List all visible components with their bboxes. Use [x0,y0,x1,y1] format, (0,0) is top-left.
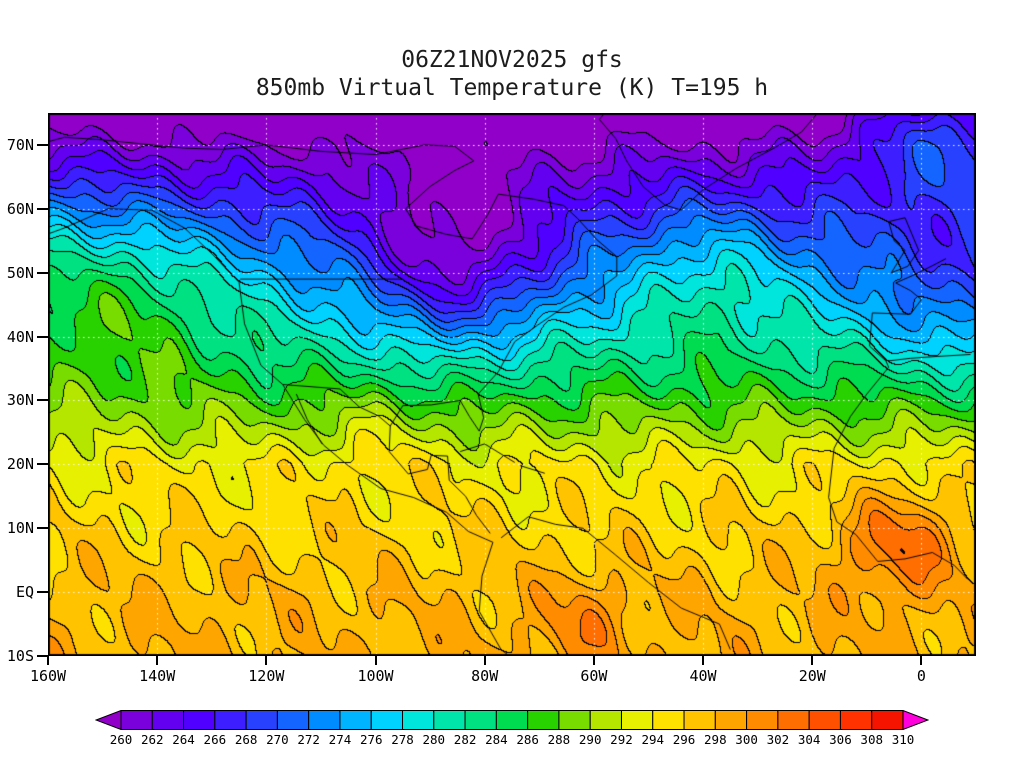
chart-title: 06Z21NOV2025 gfs 850mb Virtual Temperatu… [0,46,1024,102]
colorbar-tick-label: 310 [891,732,915,747]
y-tick-label: 20N [6,455,34,474]
colorbar-tick-label: 304 [797,732,821,747]
x-tick-mark [265,656,268,665]
colorbar-tick-label: 278 [391,732,414,747]
colorbar-tick-label: 282 [453,732,477,747]
y-tick-mark [37,399,48,402]
colorbar-tick-label: 274 [328,732,352,747]
x-tick-label: 20W [798,667,826,685]
x-tick-label: 0 [916,667,926,685]
colorbar-svg [94,709,930,731]
map-plot-area: 70N 60N 50N 40N 30N 20N 10N EQ 10S 160W 140W 120W 1… [7,113,976,685]
colorbar-tick-label: 290 [578,732,602,747]
y-tick-mark [37,271,48,274]
colorbar-tick-label: 308 [860,732,884,747]
colorbar-tick-label: 264 [172,732,195,747]
y-tick-label: 10S [6,647,34,665]
x-tick-mark [702,656,705,665]
x-tick-mark [592,656,595,665]
y-tick-mark [37,207,48,210]
colorbar-tick-label: 260 [109,732,133,747]
colorbar-tick-label: 300 [735,732,758,747]
colorbar-tick-label: 302 [766,732,790,747]
colorbar-swatches [94,709,930,731]
colorbar-tick-label: 276 [359,732,383,747]
y-tick-mark [37,335,48,338]
y-tick-mark [37,591,48,594]
colorbar-tick-label: 268 [234,732,258,747]
x-tick-label: 140W [139,667,176,685]
x-tick-mark [483,656,486,665]
y-tick-label: 30N [6,391,34,410]
x-tick-label: 120W [248,667,285,685]
y-tick-mark [37,143,48,146]
chart-title-line2: 850mb Virtual Temperature (K) T=195 h [255,75,769,101]
y-tick-label: EQ [15,583,34,602]
y-tick-mark [37,463,48,466]
x-tick-label: 80W [471,667,499,685]
temperature-contour-map-canvas [48,113,976,656]
y-tick-mark [37,527,48,530]
y-tick-mark [37,655,48,657]
colorbar-tick-label: 294 [641,732,665,747]
x-tick-mark [920,656,923,665]
x-tick-mark [47,656,49,665]
y-tick-label: 70N [6,135,34,154]
chart-title-line1: 06Z21NOV2025 gfs [401,47,623,73]
colorbar-labels: 260 262 264 266 268 270 272 274 276 278 280 282 284 2… [95,733,929,749]
x-tick-label: 160W [29,667,67,685]
y-tick-label: 40N [6,327,34,346]
y-tick-label: 10N [6,519,34,538]
x-tick-mark [156,656,159,665]
colorbar-tick-label: 288 [547,732,571,747]
x-tick-label: 40W [689,667,717,685]
colorbar-tick-label: 280 [422,732,446,747]
colorbar-tick-label: 262 [140,732,164,747]
colorbar-tick-label: 270 [266,732,289,747]
x-tick-mark [811,656,814,665]
colorbar: 260 262 264 266 268 270 272 274 276 278 280 282 284 2… [94,709,930,752]
x-tick-label: 60W [580,667,608,685]
colorbar-tick-label: 298 [704,732,727,747]
colorbar-tick-label: 266 [203,732,227,747]
colorbar-tick-label: 296 [672,732,696,747]
y-tick-label: 50N [6,263,34,282]
colorbar-tick-label: 306 [829,732,852,747]
x-tick-mark [374,656,377,665]
colorbar-tick-label: 286 [516,732,539,747]
colorbar-tick-label: 292 [610,732,633,747]
y-tick-label: 60N [6,199,34,218]
colorbar-tick-label: 272 [297,732,320,747]
x-tick-label: 100W [357,667,394,685]
colorbar-tick-label: 284 [485,732,508,747]
